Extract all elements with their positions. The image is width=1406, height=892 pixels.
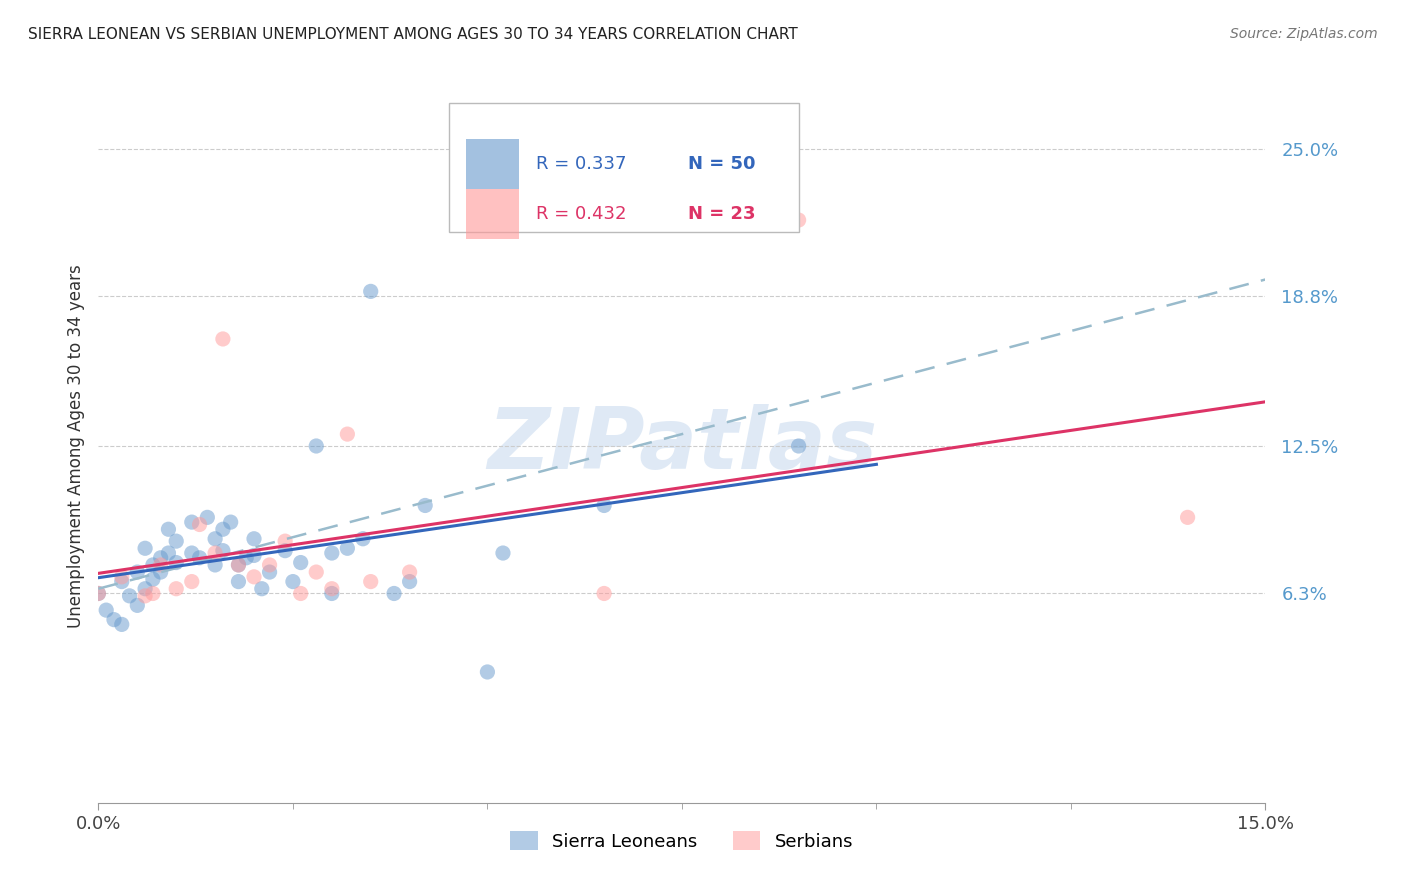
Point [382, 586, 405, 600]
Point [305, 565, 328, 579]
Point [127, 565, 149, 579]
Point [212, 332, 235, 346]
Point [259, 565, 281, 579]
Point [228, 558, 250, 572]
Text: N = 23: N = 23 [688, 205, 755, 223]
Point [413, 499, 436, 513]
Point [593, 586, 616, 600]
Text: R = 0.432: R = 0.432 [536, 205, 627, 223]
Point [111, 570, 134, 584]
Point [134, 541, 156, 556]
Point [165, 534, 187, 549]
Point [593, 499, 616, 513]
Point [149, 565, 172, 579]
Point [290, 586, 312, 600]
Point [360, 285, 382, 299]
Point [134, 582, 156, 596]
Point [212, 522, 235, 536]
Point [87, 586, 110, 600]
Point [142, 572, 165, 586]
Point [477, 665, 499, 679]
Point [228, 574, 250, 589]
Point [228, 558, 250, 572]
Legend: Sierra Leoneans, Serbians: Sierra Leoneans, Serbians [503, 824, 860, 858]
Point [165, 582, 187, 596]
FancyBboxPatch shape [449, 103, 799, 232]
Point [134, 589, 156, 603]
Point [165, 556, 187, 570]
Point [204, 546, 226, 560]
Point [188, 550, 211, 565]
Point [1177, 510, 1199, 524]
Point [180, 574, 202, 589]
Point [290, 556, 312, 570]
Text: ZIPatlas: ZIPatlas [486, 404, 877, 488]
Point [398, 574, 420, 589]
Point [281, 574, 304, 589]
Point [492, 546, 515, 560]
Point [180, 546, 202, 560]
Y-axis label: Unemployment Among Ages 30 to 34 years: Unemployment Among Ages 30 to 34 years [66, 264, 84, 628]
Point [96, 603, 118, 617]
Point [243, 549, 266, 563]
Point [305, 439, 328, 453]
Point [274, 534, 297, 549]
Point [157, 522, 180, 536]
Point [188, 517, 211, 532]
Point [336, 427, 359, 442]
Text: Source: ZipAtlas.com: Source: ZipAtlas.com [1230, 27, 1378, 41]
FancyBboxPatch shape [465, 139, 519, 189]
Point [111, 574, 134, 589]
Point [250, 582, 273, 596]
Point [243, 532, 266, 546]
Point [398, 565, 420, 579]
Point [142, 558, 165, 572]
Point [118, 589, 141, 603]
Point [787, 439, 810, 453]
Point [259, 558, 281, 572]
Point [195, 510, 218, 524]
Point [336, 541, 359, 556]
Point [274, 543, 297, 558]
Text: SIERRA LEONEAN VS SERBIAN UNEMPLOYMENT AMONG AGES 30 TO 34 YEARS CORRELATION CHA: SIERRA LEONEAN VS SERBIAN UNEMPLOYMENT A… [28, 27, 797, 42]
Point [127, 599, 149, 613]
Point [321, 546, 343, 560]
Point [149, 550, 172, 565]
Point [142, 586, 165, 600]
Point [111, 617, 134, 632]
Point [149, 558, 172, 572]
Point [321, 586, 343, 600]
Text: R = 0.337: R = 0.337 [536, 155, 627, 173]
Point [204, 558, 226, 572]
FancyBboxPatch shape [465, 189, 519, 239]
Point [157, 546, 180, 560]
Point [360, 574, 382, 589]
Point [352, 532, 374, 546]
Point [212, 543, 235, 558]
Point [243, 570, 266, 584]
Point [321, 582, 343, 596]
Point [204, 532, 226, 546]
Point [87, 586, 110, 600]
Text: N = 50: N = 50 [688, 155, 755, 173]
Point [103, 613, 125, 627]
Point [180, 515, 202, 529]
Point [787, 213, 810, 227]
Point [235, 550, 257, 565]
Point [219, 515, 242, 529]
